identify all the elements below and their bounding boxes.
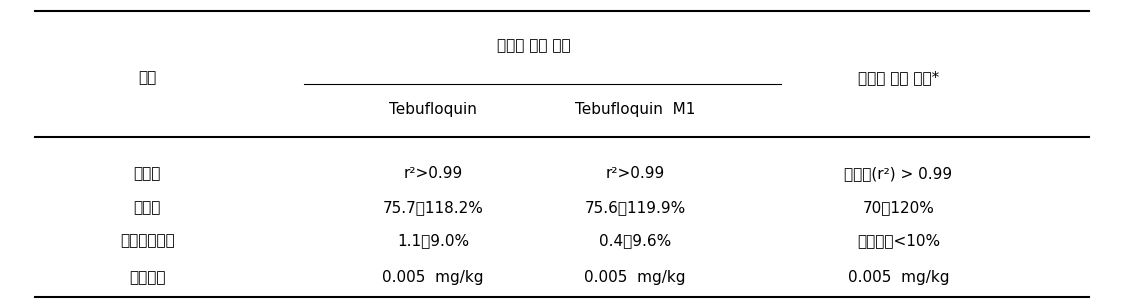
- Text: 75.7～118.2%: 75.7～118.2%: [382, 200, 483, 215]
- Text: 75.6～119.9%: 75.6～119.9%: [584, 200, 686, 215]
- Text: 표준편차<10%: 표준편차<10%: [856, 233, 940, 249]
- Text: 70～120%: 70～120%: [862, 200, 934, 215]
- Text: 항목: 항목: [138, 70, 156, 85]
- Text: r²>0.99: r²>0.99: [404, 166, 463, 181]
- Text: 0.005  mg/kg: 0.005 mg/kg: [584, 270, 686, 285]
- Text: 0.005  mg/kg: 0.005 mg/kg: [847, 270, 949, 285]
- Text: 시험법 검증 결과: 시험법 검증 결과: [497, 38, 571, 53]
- Text: Tebufloquin: Tebufloquin: [389, 102, 477, 117]
- Text: r²>0.99: r²>0.99: [605, 166, 664, 181]
- Text: 정량한계: 정량한계: [129, 270, 165, 285]
- Text: 시험법 검증 기준*: 시험법 검증 기준*: [858, 70, 939, 85]
- Text: 직선성(r²) > 0.99: 직선성(r²) > 0.99: [844, 166, 952, 181]
- Text: 1.1～9.0%: 1.1～9.0%: [397, 233, 469, 249]
- Text: 0.005  mg/kg: 0.005 mg/kg: [382, 270, 483, 285]
- Text: 직선성: 직선성: [134, 166, 161, 181]
- Text: 상대표준편차: 상대표준편차: [120, 233, 174, 249]
- Text: 0.4～9.6%: 0.4～9.6%: [599, 233, 671, 249]
- Text: 회수율: 회수율: [134, 200, 161, 215]
- Text: Tebufloquin  M1: Tebufloquin M1: [574, 102, 695, 117]
